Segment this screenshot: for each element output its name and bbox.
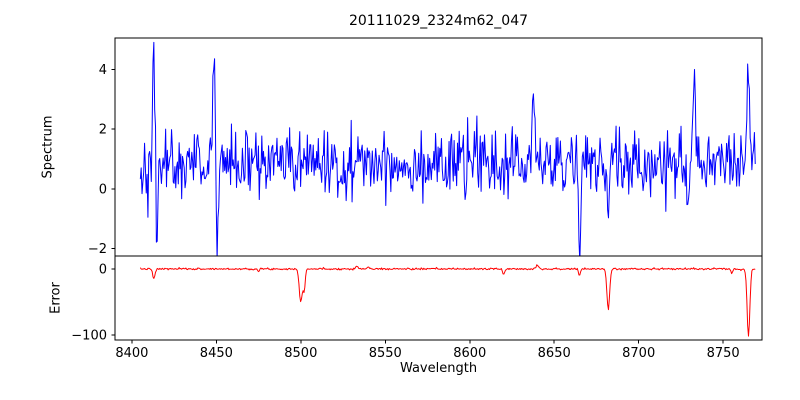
x-axis-label: Wavelength	[399, 361, 478, 376]
error-y-tick-label: 0	[99, 263, 107, 278]
x-tick-label: 8450	[200, 346, 233, 361]
x-tick-label: 8550	[369, 346, 402, 361]
error-y-tick-label: −100	[71, 328, 107, 343]
x-tick-label: 8650	[538, 346, 571, 361]
chart-title: 20111029_2324m62_047	[348, 13, 529, 29]
spectrum-y-tick-label: 2	[99, 123, 107, 138]
spectrum-y-tick-label: 0	[99, 182, 107, 197]
spectrum-y-tick-label: 4	[99, 63, 107, 78]
spectrum-y-axis-label: Spectrum	[40, 115, 56, 179]
x-tick-label: 8400	[115, 346, 148, 361]
error-line	[139, 264, 756, 337]
error-axes-frame	[114, 255, 763, 341]
x-tick-label: 8600	[453, 346, 486, 361]
spectrum-y-tick-label: −2	[88, 242, 107, 257]
x-tick-label: 8500	[284, 346, 317, 361]
x-tick-label: 8700	[622, 346, 655, 361]
x-tick-label: 8750	[707, 346, 740, 361]
spectrum-line	[139, 41, 756, 256]
error-y-axis-label: Error	[48, 282, 64, 314]
